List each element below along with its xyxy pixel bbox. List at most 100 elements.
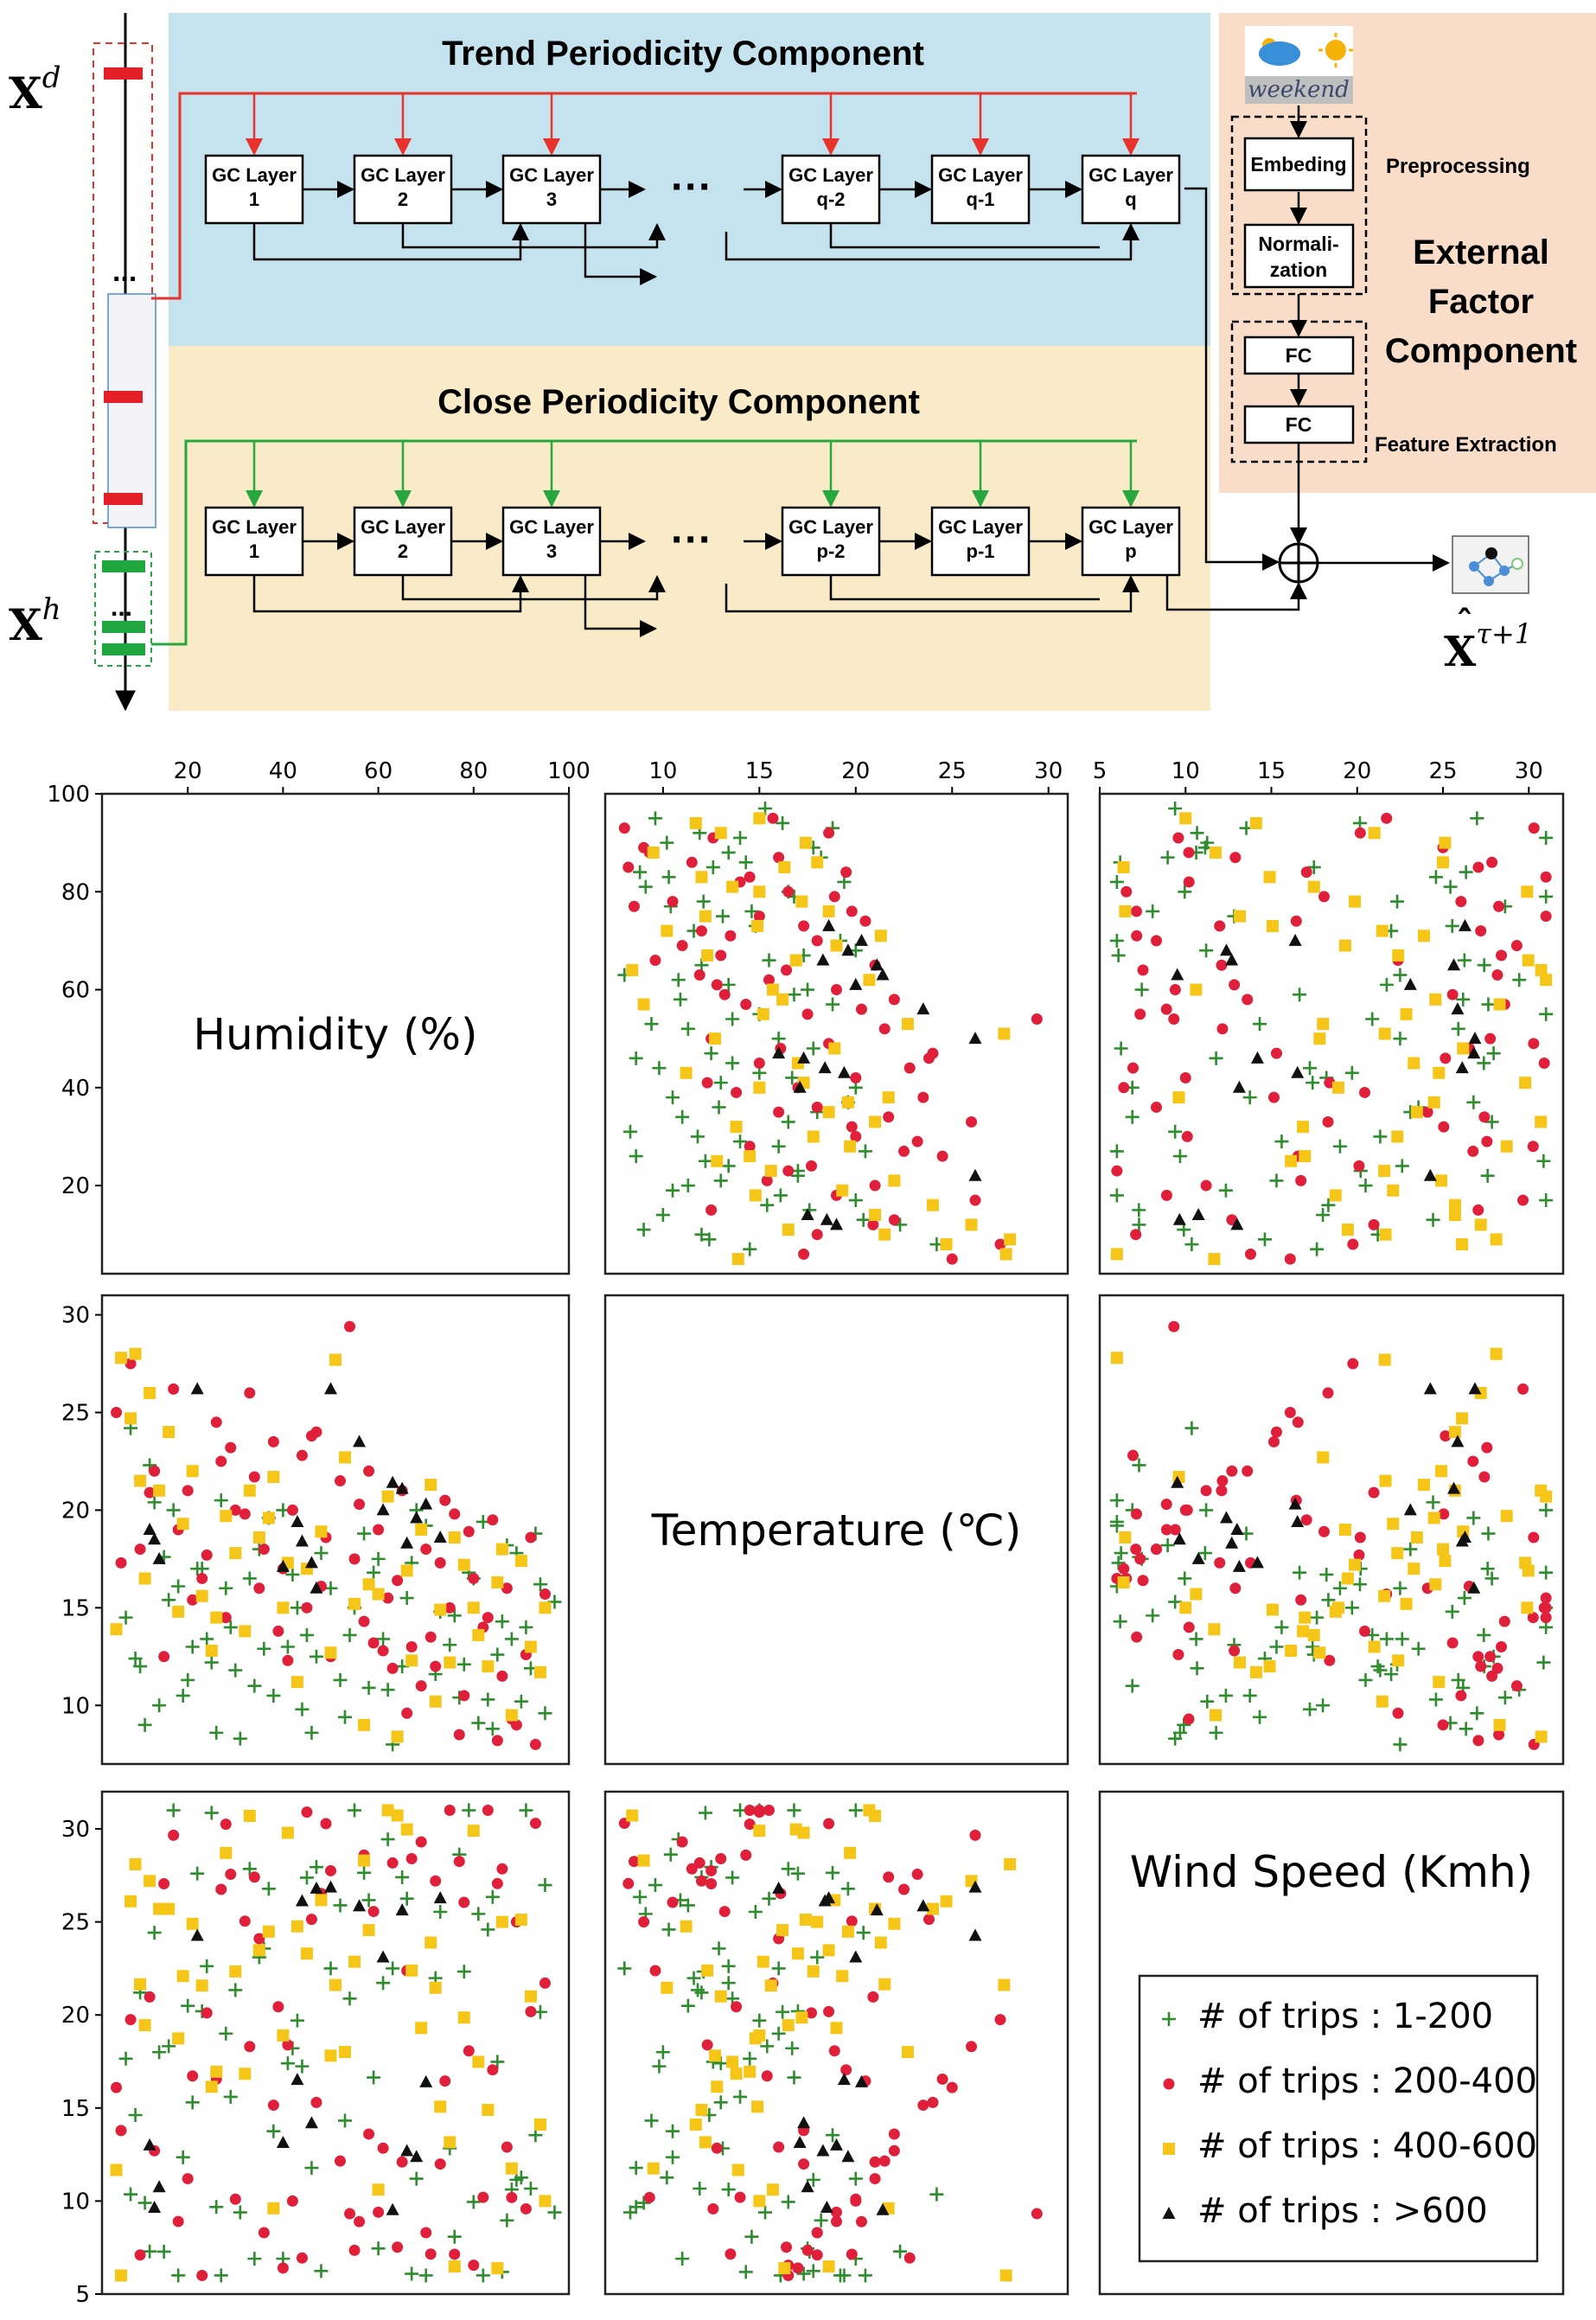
data-point-plus [1269,1173,1284,1188]
data-point-circle [1229,1645,1241,1657]
data-point-plus [1190,826,1204,840]
data-point-circle [491,1735,503,1747]
data-point-plus [533,1577,547,1592]
data-point-circle [1284,1407,1296,1418]
data-point-square [711,1154,724,1167]
data-point-square [689,816,702,829]
data-point-square [637,1854,650,1867]
data-point-circle [296,2252,308,2264]
data-point-square [998,1027,1011,1040]
data-point-circle [1130,1508,1142,1520]
data-point-plus [1132,1203,1146,1218]
top-tick-label: 30 [1034,758,1063,784]
data-point-plus [801,982,815,997]
data-point-plus [367,2070,381,2085]
data-point-square [778,2262,791,2275]
data-point-plus [495,1614,509,1629]
data-point-square [751,2100,764,2113]
data-point-circle [1172,832,1184,844]
data-point-circle [1134,1553,1146,1565]
left-tick-label: 20 [61,1173,90,1199]
data-point-square [1493,998,1506,1011]
left-tick-label: 15 [61,1595,90,1621]
data-point-square [874,930,887,943]
normalization-label: Normali-zation [1258,233,1338,281]
data-point-plus [721,845,736,860]
data-point-circle [258,1543,270,1556]
data-point-circle [867,1991,879,2003]
data-point-circle [828,891,840,903]
data-point-circle [649,1965,661,1977]
data-point-square [926,1902,939,1915]
data-point-square [1263,1660,1276,1673]
data-point-square [1410,1531,1423,1544]
data-point-circle [1295,1594,1307,1606]
data-point-plus [1466,1095,1481,1109]
gc-layer-name: GC Layer [509,164,594,186]
data-point-plus [176,2150,190,2164]
data-point-square [1004,1233,1017,1246]
data-point-square [1439,1555,1452,1568]
data-point-square [205,2080,218,2093]
data-point-plus [1184,1421,1199,1435]
data-point-circle [753,1806,765,1818]
data-point-plus [675,2252,690,2266]
gc-layer-name: GC Layer [938,164,1023,186]
data-point-plus [386,1961,400,1976]
data-point-circle [1481,1441,1493,1454]
left-tick-label: 25 [61,1401,90,1427]
data-point-square [381,1804,394,1817]
data-point-plus [787,1803,801,1818]
data-point-circle [1120,885,1133,898]
data-point-plus [704,1046,718,1061]
data-point-triangle [143,2138,156,2151]
data-point-circle [869,2156,881,2168]
data-point-square [1490,1233,1503,1246]
data-point-square [339,1451,352,1464]
data-point-square [731,1253,744,1266]
data-point-plus [1274,1134,1289,1149]
data-point-square [764,1165,777,1178]
data-point-circle [386,1662,399,1674]
data-point-circle [638,1916,650,1928]
data-point-square [290,1920,303,1933]
data-point-circle [705,1864,718,1876]
data-point-plus [433,1905,448,1920]
data-point-plus [1344,1065,1359,1080]
data-point-plus [1302,1702,1317,1716]
data-point-square [329,1978,342,1991]
data-point-plus [1310,1242,1325,1256]
data-point-square [163,1902,176,1915]
data-point-plus [514,2170,528,2185]
data-point-square [1348,1558,1361,1571]
data-point-circle [367,1906,380,1918]
data-point-plus [1242,1688,1257,1703]
data-point-triangle [1423,1168,1437,1181]
data-point-plus [1257,1232,1272,1247]
data-point-circle [1267,1091,1280,1103]
trend-output-line [1184,187,1280,571]
data-point-square [482,2103,495,2116]
diagonal-label: Wind Speed (Kmh) [1130,1847,1533,1897]
data-point-square [277,2029,290,2042]
data-point-triangle [400,2144,414,2157]
left-tick-label: 20 [61,1498,90,1524]
data-point-square [811,856,824,869]
data-point-plus [209,1725,224,1740]
data-point-circle [1127,1449,1140,1461]
legend-label: # of trips : 200-400 [1197,2061,1537,2101]
data-point-plus [1146,904,1160,918]
data-point-plus [223,2089,238,2104]
data-point-square [434,1603,447,1616]
data-point-square [1437,1543,1450,1556]
data-point-circle [1347,1358,1359,1370]
data-point-circle [1322,1387,1334,1399]
data-point-square [1433,1066,1446,1079]
data-point-square [680,1920,693,1933]
data-point-triangle [1468,1382,1482,1395]
data-point-square [882,1091,895,1104]
data-point-plus [1365,1012,1380,1026]
data-point-square [799,1914,812,1927]
data-point-plus [1486,1046,1501,1061]
data-point-circle [210,1416,222,1428]
